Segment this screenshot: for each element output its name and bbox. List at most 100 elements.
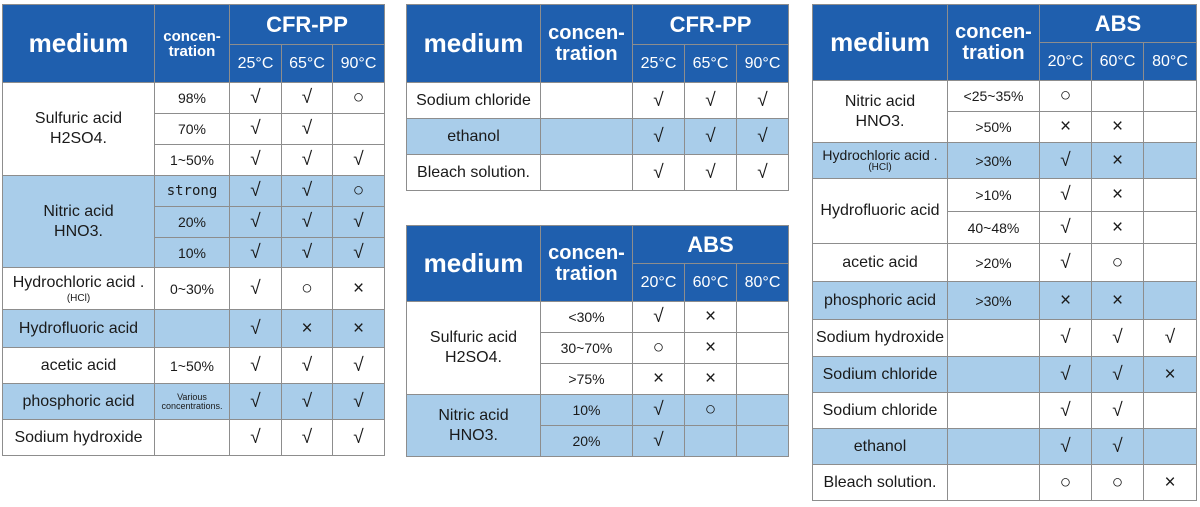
concentration-cell (947, 392, 1040, 429)
concentration-cell: 20% (154, 206, 230, 238)
table-row: Sulfuric acid H2SO4. 98% √ √ ○ (2, 82, 386, 176)
table-row: Sodium chloride √ √ √ (406, 82, 790, 119)
table-row: Hydrofluoric acid √ × × (2, 309, 386, 348)
resistance-mark (735, 332, 790, 364)
resistance-mark: √ (1039, 178, 1092, 212)
resistance-mark: √ (1039, 243, 1092, 282)
resistance-mark: √ (1039, 428, 1092, 465)
resistance-mark: √ (281, 82, 333, 114)
temperature-header: 65°C (281, 44, 333, 83)
resistance-mark: √ (281, 113, 333, 145)
resistance-mark: × (684, 332, 737, 364)
resistance-mark: √ (1091, 319, 1144, 357)
concentration-cell: <25~35% (947, 80, 1040, 112)
resistance-mark: ○ (1039, 464, 1092, 501)
medium-name: Hydrochloric acid . (HCl) (812, 142, 948, 179)
resistance-mark: √ (1091, 356, 1144, 393)
resistance-mark: √ (331, 206, 386, 238)
table-row: Sodium chloride √ √ × (812, 356, 1198, 393)
resistance-mark: × (281, 309, 333, 348)
resistance-mark: × (331, 267, 386, 310)
resistance-mark: √ (281, 419, 333, 456)
resistance-mark: √ (229, 144, 282, 176)
medium-name: Sodium chloride (406, 82, 541, 119)
resistance-mark: √ (1039, 319, 1092, 357)
medium-name: Sulfuric acid H2SO4. (406, 301, 541, 395)
concentration-header: concen-tration (947, 4, 1040, 81)
temperature-header: 90°C (735, 44, 790, 83)
concentration-cell: 20% (540, 425, 633, 457)
resistance-mark: √ (281, 175, 333, 207)
medium-header: medium (812, 4, 948, 81)
resistance-mark (684, 425, 737, 457)
resin-header: ABS (1038, 4, 1198, 43)
resistance-mark: √ (331, 237, 386, 268)
table-row: Sulfuric acid H2SO4. <30% √ × (406, 301, 790, 395)
concentration-cell: >50% (947, 111, 1040, 143)
concentration-cell: 1~50% (154, 144, 230, 176)
resistance-mark (735, 425, 790, 457)
resistance-mark: × (1091, 111, 1144, 143)
resistance-mark: √ (229, 383, 282, 420)
resistance-mark: ○ (1091, 243, 1144, 282)
resistance-mark: √ (632, 394, 685, 426)
resistance-mark: √ (229, 419, 282, 456)
resistance-mark (735, 363, 790, 395)
resistance-mark: √ (1039, 142, 1092, 179)
table-row: Sodium hydroxide √ √ √ (812, 319, 1198, 357)
temperature-header: 65°C (684, 44, 737, 83)
resistance-mark (1142, 178, 1198, 212)
medium-name: acetic acid (812, 243, 948, 282)
resistance-mark: √ (281, 206, 333, 238)
concentration-cell: Various concentrations. (154, 383, 230, 420)
table-row: Sodium chloride √ √ (812, 392, 1198, 429)
medium-name: Hydrofluoric acid (2, 309, 155, 348)
medium-name: Sodium chloride (812, 392, 948, 429)
concentration-cell (540, 82, 633, 119)
medium-name: Sodium hydroxide (2, 419, 155, 456)
medium-name: phosphoric acid (2, 383, 155, 420)
concentration-cell: <30% (540, 301, 633, 333)
concentration-header: concen-tration (540, 4, 633, 83)
medium-header: medium (406, 4, 541, 83)
resistance-mark: √ (735, 118, 790, 155)
resistance-mark: √ (229, 237, 282, 268)
resistance-mark: ○ (684, 394, 737, 426)
resistance-mark: √ (684, 82, 737, 119)
resistance-mark: ○ (331, 175, 386, 207)
resistance-mark: √ (229, 347, 282, 384)
concentration-cell: >75% (540, 363, 633, 395)
concentration-cell (947, 319, 1040, 357)
resin-header: CFR-PP (631, 4, 790, 45)
concentration-cell: 1~50% (154, 347, 230, 384)
table-row: 1~50% √ √ √ (3, 144, 386, 176)
medium-name: ethanol (406, 118, 541, 155)
medium-name: phosphoric acid (812, 281, 948, 320)
concentration-cell (947, 428, 1040, 465)
resistance-mark: ○ (1039, 80, 1092, 112)
cfr-pp-resistance-table: medium concen-tration CFR-PP 25°C 65°C 9… (2, 4, 386, 456)
abs-resistance-table: medium concen-tration ABS 20°C 60°C 80°C… (812, 4, 1198, 501)
concentration-cell (947, 464, 1040, 501)
concentration-header: concen-tration (540, 225, 633, 302)
resistance-mark: √ (281, 347, 333, 384)
resistance-mark (1142, 111, 1198, 143)
resistance-mark: √ (684, 118, 737, 155)
table-row: 70% √ √ (3, 113, 386, 145)
resistance-mark: × (1039, 111, 1092, 143)
resistance-mark: × (684, 363, 737, 395)
resistance-mark: √ (632, 118, 685, 155)
resistance-mark (1142, 428, 1198, 465)
table-row: Sodium hydroxide √ √ √ (2, 419, 386, 456)
temperature-header: 60°C (684, 263, 737, 302)
medium-name: Nitric acid HNO3. (406, 394, 541, 457)
table-row: 40~48% √ × (813, 211, 1198, 244)
resistance-mark (735, 301, 790, 333)
medium-name: Nitric acid HNO3. (812, 80, 948, 143)
medium-name: Bleach solution. (406, 154, 541, 191)
resistance-mark: ○ (632, 332, 685, 364)
table-row: >50% × × (813, 111, 1198, 143)
table-row: acetic acid >20% √ ○ (812, 243, 1198, 282)
resistance-mark: √ (684, 154, 737, 191)
resistance-mark: × (1091, 281, 1144, 320)
